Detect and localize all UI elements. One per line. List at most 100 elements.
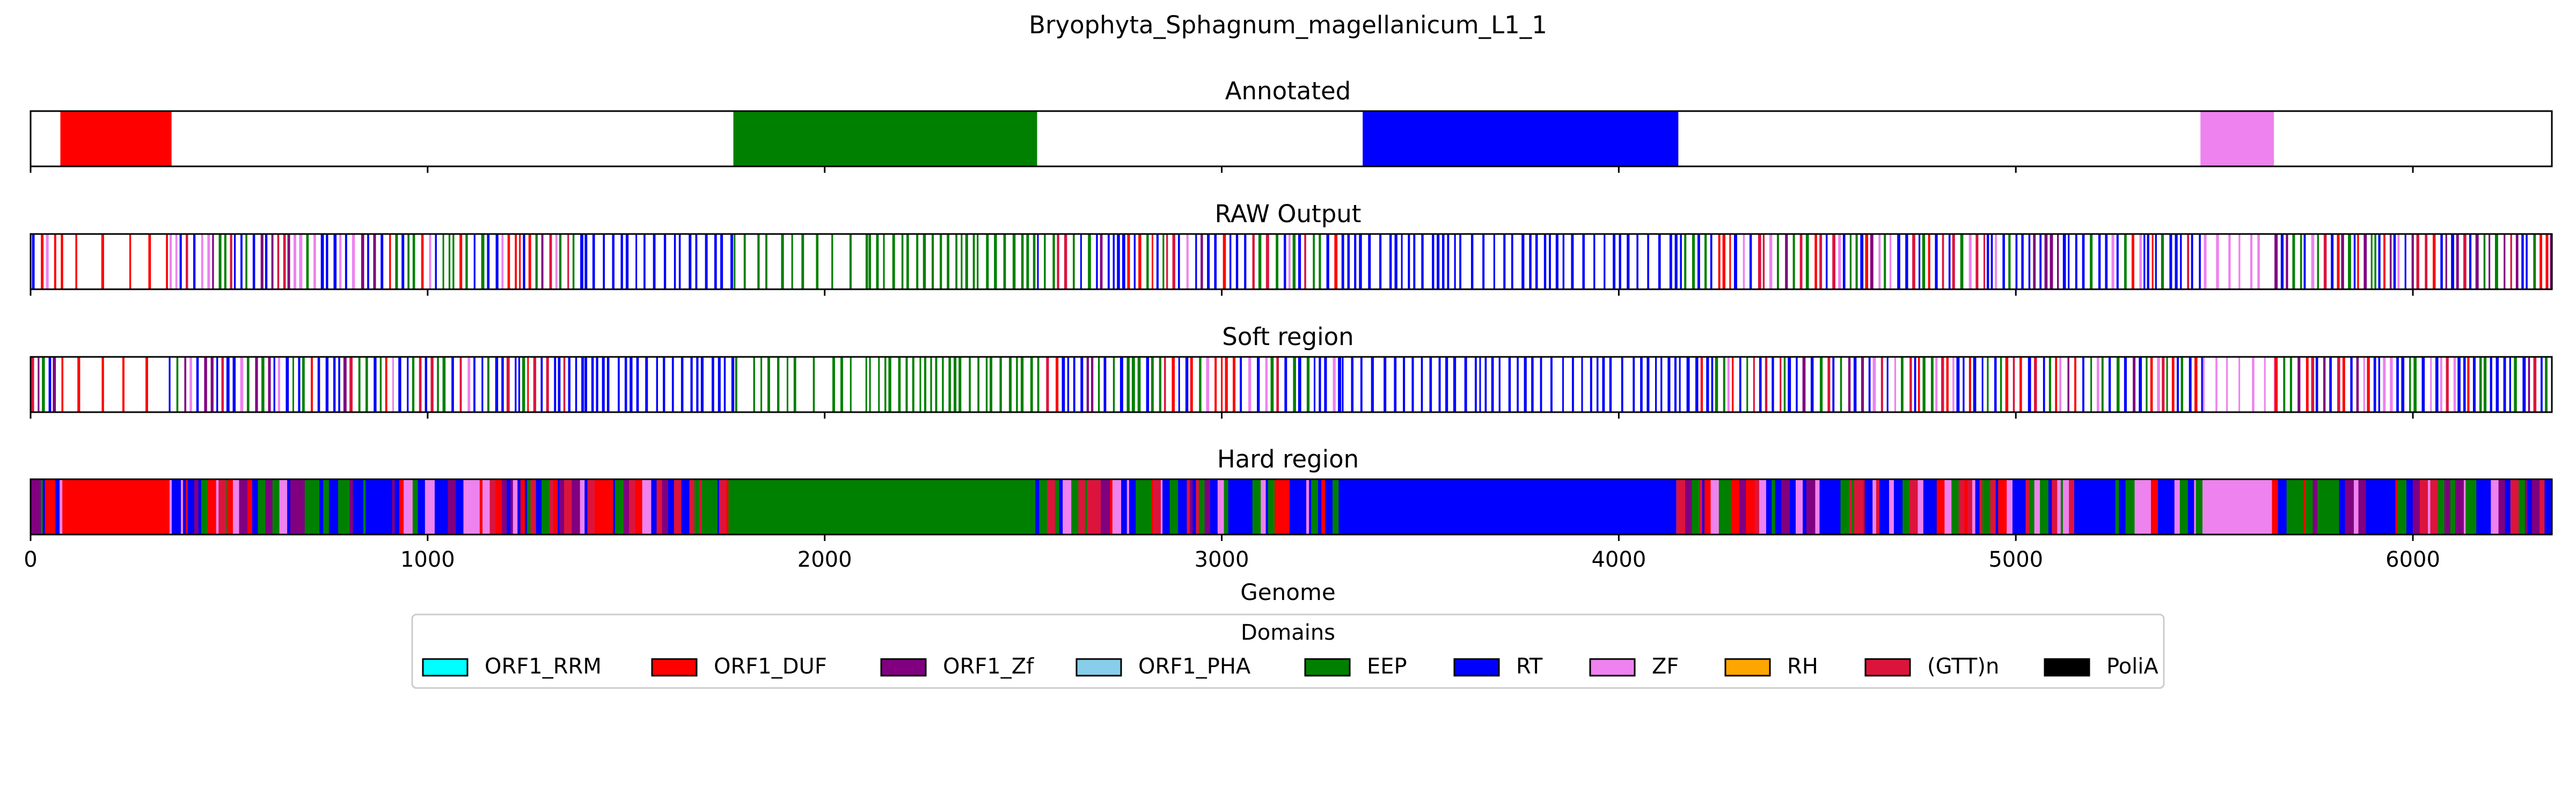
domain-tick [1126,357,1130,412]
domain-tick [2090,234,2093,289]
domain-tick [2124,357,2127,412]
domain-fill [1685,479,1692,535]
domain-tick [1351,357,1354,412]
domain-tick [175,234,178,289]
legend-swatch [2044,658,2090,677]
domain-tick [2378,234,2381,289]
domain-tick [1680,234,1682,289]
domain-tick [313,234,316,289]
domain-tick [1679,357,1681,412]
domain-tick [271,234,274,289]
domain-tick [1088,234,1091,289]
domain-fill [448,479,456,535]
domain-fill [726,479,729,535]
domain-tick [2479,357,2482,412]
domain-tick [2021,234,2024,289]
domain-fill [1274,479,1283,535]
domain-tick [1900,357,1904,412]
domain-fill [1704,479,1711,535]
domain-fill [2505,479,2511,535]
domain-fill [404,479,413,535]
domain-fill [1692,479,1697,535]
domain-fill [510,479,514,535]
legend-entry: RH [1724,654,1818,679]
domain-tick [1759,357,1762,412]
domain-tick [555,234,558,289]
domain-fill [1854,479,1863,535]
domain-tick [1482,234,1485,289]
domain-tick [1342,357,1344,412]
domain-fill [687,479,690,535]
domain-tick [912,357,914,412]
domain-tick [1981,357,1984,412]
domain-tick [48,357,52,412]
domain-fill [1110,479,1113,535]
domain-tick [2133,357,2136,412]
legend-swatch [1864,658,1911,677]
domain-tick [977,357,980,412]
domain-tick [515,357,517,412]
domain-tick [869,357,871,412]
domain-tick [2062,234,2066,289]
legend-label: ORF1_Zf [943,654,1034,679]
domain-tick [1604,234,1606,289]
domain-fill [463,479,473,535]
domain-tick [1739,357,1741,412]
domain-tick [389,234,391,289]
domain-tick [1206,357,1210,412]
domain-tick [2489,234,2491,289]
domain-tick [2015,234,2018,289]
domain-fill [1078,479,1086,535]
domain-fill [31,479,33,535]
domain-tick [407,357,409,412]
domain-tick [1052,234,1055,289]
domain-tick [2494,234,2498,289]
domain-fill [2412,479,2420,535]
domain-tick [901,234,904,289]
domain-fill [2353,479,2359,535]
domain-fill [1754,479,1760,535]
domain-tick [2175,234,2178,289]
domain-tick [430,357,434,412]
domain-tick [1674,357,1677,412]
domain-tick [961,234,963,289]
domain-tick [1909,357,1912,412]
domain-tick [1785,234,1788,289]
domain-fill [377,479,385,535]
domain-fill [1998,479,2005,535]
domain-tick [1151,357,1154,412]
domain-fill [1187,479,1190,535]
domain-fill [349,479,354,535]
domain-tick [2342,357,2345,412]
domain-tick [2101,357,2104,412]
domain-tick [1270,357,1274,412]
domain-tick [265,234,268,289]
domain-fill [2142,479,2151,535]
domain-fill [1059,479,1063,535]
domain-fill [2345,479,2354,535]
domain-tick [2187,234,2190,289]
domain-tick [1057,234,1059,289]
domain-tick [1799,234,1803,289]
domain-fill [613,479,616,535]
domain-tick [1935,234,1938,289]
domain-tick [1860,234,1864,289]
domain-fill [472,479,480,535]
domain-tick [501,357,504,412]
domain-tick [1324,357,1327,412]
domain-tick [224,234,226,289]
domain-fill [2062,479,2069,535]
domain-fill [1951,479,1959,535]
domain-fill [495,479,502,535]
domain-tick [2396,357,2399,412]
domain-tick [591,357,594,412]
domain-tick [1133,234,1136,289]
domain-tick [1235,234,1239,289]
legend-label: EEP [1367,654,1407,679]
domain-tick [1012,234,1016,289]
domain-tick [2413,357,2417,412]
domain-tick [1214,357,1217,412]
domain-tick [333,357,336,412]
domain-tick [2323,234,2327,289]
domain-fill [2272,479,2279,535]
